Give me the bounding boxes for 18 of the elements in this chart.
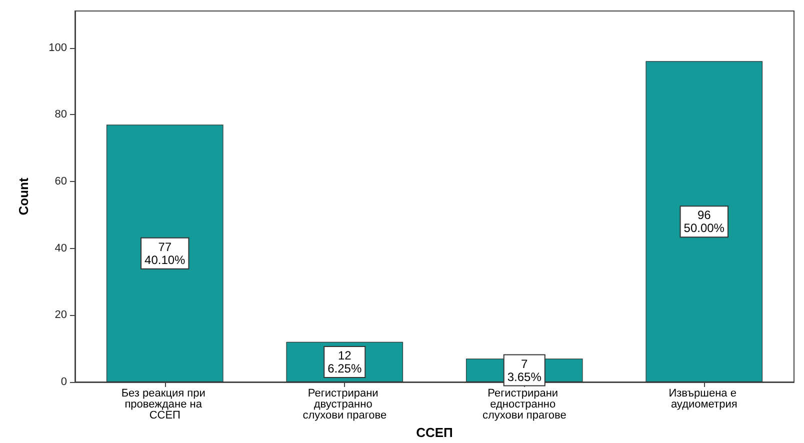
- data-label: 7 3.65%: [507, 356, 542, 384]
- y-tick-label: 100: [48, 42, 67, 54]
- x-tick-label: Без реакция при провеждане на ССЕП: [121, 388, 208, 422]
- bar: [106, 124, 224, 382]
- data-label: 12 6.25%: [328, 348, 362, 376]
- data-label: 77 40.10%: [144, 240, 186, 267]
- y-tick-label: 20: [54, 309, 67, 322]
- y-tick-label: 60: [54, 175, 67, 188]
- y-axis-title: Count: [16, 177, 31, 216]
- data-label: 96 50.00%: [684, 208, 725, 236]
- y-tick-label: 0: [60, 376, 67, 388]
- x-axis-title: ССЕП: [416, 425, 453, 440]
- y-tick-label: 80: [54, 108, 67, 121]
- x-tick-label: Регистрирани едностранно слухови прагове: [482, 388, 566, 422]
- y-tick-label: 40: [54, 242, 67, 254]
- x-tick-label: Извършена е аудиометрия: [668, 388, 740, 410]
- bar: [646, 61, 763, 382]
- x-tick-label: Регистрирани двустранно слухови прагове: [302, 388, 387, 422]
